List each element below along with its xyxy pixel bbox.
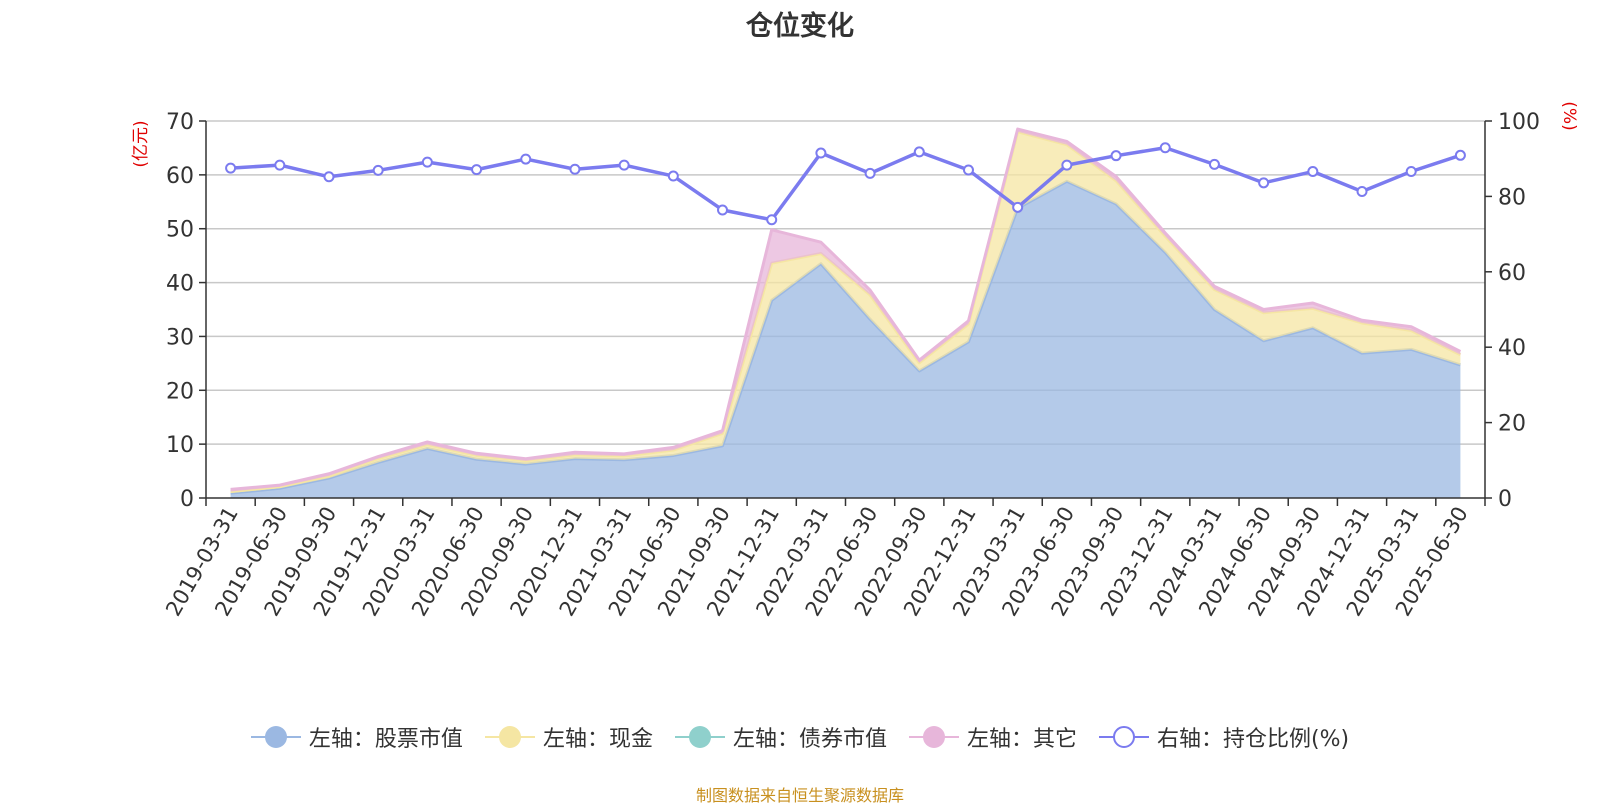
ratio-point [618,159,630,171]
ratio-point [667,170,679,182]
right-tick-label: 40 [1498,336,1526,361]
ratio-point [1061,159,1073,171]
area-series-1 [230,181,1461,498]
left-tick-label: 30 [166,325,194,350]
left-tick-label: 10 [166,433,194,458]
legend-marker-icon [250,725,301,749]
legend-label: 左轴：债券市值 [732,727,887,752]
legend-item[interactable]: 左轴：债券市值 [674,721,887,753]
stacked-areas [230,127,1462,498]
ratio-line-path [230,146,1461,222]
ratio-point [520,153,532,165]
ratio-point [1258,177,1270,189]
ratio-point [815,147,827,159]
legend-marker-icon [908,725,959,749]
legend-item[interactable]: 右轴：持仓比例(%) [1098,721,1350,753]
ratio-point [274,159,286,171]
legend-marker-icon [1098,725,1149,749]
ratio-point [471,164,483,176]
left-tick-label: 20 [166,379,194,404]
legend-label: 左轴：其它 [966,727,1077,752]
ratio-point [1012,201,1024,213]
legend-label: 右轴：持仓比例(%) [1156,727,1350,752]
ratio-point [717,204,729,216]
ratio-point [323,171,335,183]
legend-label: 左轴：股票市值 [308,727,463,752]
right-tick-label: 0 [1498,487,1512,512]
area-edge-series-4 [230,127,1462,491]
ratio-point [225,162,237,174]
left-axis-unit: (亿元) [131,120,151,167]
right-tick-label: 60 [1498,261,1526,286]
ratio-point [372,164,384,176]
left-tick-label: 0 [180,487,194,512]
legend-label: 左轴：现金 [542,727,653,752]
ratio-point [1454,149,1466,161]
ratio-point [766,214,778,226]
ratio-point [913,146,925,158]
ratio-point [1159,142,1171,154]
source-note: 制图数据来自恒生聚源数据库 [695,786,904,805]
left-tick-label: 50 [166,218,194,243]
legend: 左轴：股票市值 左轴：现金 左轴：债券市值 左轴：其它 右轴：持仓比例(%) [0,720,1600,754]
ratio-point [569,163,581,175]
left-tick-label: 70 [166,110,194,135]
legend-marker-icon [674,725,725,749]
ratio-point [1208,158,1220,170]
ratio-point [1110,150,1122,162]
legend-item[interactable]: 左轴：股票市值 [250,721,463,753]
right-tick-label: 100 [1498,110,1540,135]
ratio-point [1405,166,1417,178]
legend-item[interactable]: 左轴：其它 [908,721,1077,753]
ratio-point [864,167,876,179]
left-tick-label: 40 [166,272,194,297]
right-axis-unit: (%) [1559,101,1579,130]
legend-item[interactable]: 左轴：现金 [484,721,653,753]
ratio-point [1356,185,1368,197]
ratio-point [962,164,974,176]
ratio-point [1307,166,1319,178]
left-tick-label: 60 [166,164,194,189]
right-tick-label: 20 [1498,412,1526,437]
ratio-point [421,156,433,168]
right-tick-label: 80 [1498,185,1526,210]
ratio-line [225,142,1466,226]
legend-marker-icon [484,725,535,749]
chart-title: 仓位变化 [746,11,854,42]
